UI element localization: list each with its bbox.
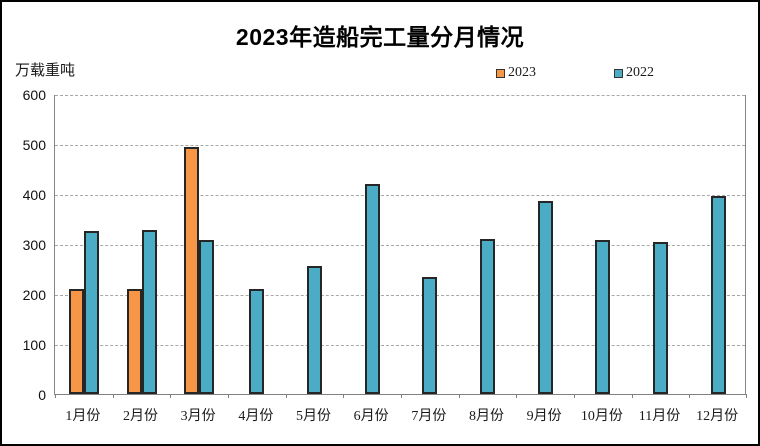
- x-axis-tick: [55, 394, 56, 398]
- x-axis-label-1月份: 1月份: [65, 409, 101, 424]
- gridline-600: [55, 95, 745, 96]
- x-axis-tick: [458, 394, 460, 398]
- x-axis-label-9月份: 9月份: [526, 409, 562, 424]
- legend-label-2022: 2022: [626, 65, 654, 80]
- y-axis-unit-label: 万载重吨: [15, 62, 76, 79]
- x-axis-tick: [574, 394, 575, 398]
- bar-2022-7月份: [422, 276, 438, 394]
- x-axis-label-11月份: 11月份: [638, 409, 681, 424]
- bar-2022-11月份: [653, 242, 668, 394]
- x-axis-label-2月份: 2月份: [122, 409, 158, 424]
- legend-swatch-2022: [614, 68, 623, 78]
- legend-item-2023: 2023: [496, 65, 536, 81]
- plot-area: [54, 95, 747, 398]
- bar-2022-2月份: [141, 230, 157, 394]
- x-axis-tick: [689, 394, 691, 398]
- gridline-300: [55, 245, 745, 246]
- y-axis-label-100: 100: [22, 337, 46, 353]
- legend: 2023 2022: [496, 65, 654, 81]
- bar-2022-6月份: [364, 183, 380, 394]
- x-axis-tick: [401, 394, 402, 398]
- x-axis-label-4月份: 4月份: [238, 409, 274, 424]
- bar-2023-2月份: [126, 288, 142, 394]
- y-axis-label-600: 600: [22, 87, 46, 103]
- x-axis-tick: [343, 394, 345, 398]
- x-axis-tick: [631, 394, 633, 398]
- legend-label-2023: 2023: [508, 65, 536, 80]
- y-axis-label-400: 400: [22, 187, 46, 203]
- bar-2022-5月份: [307, 265, 322, 394]
- gridline-200: [55, 295, 745, 296]
- x-axis-tick: [228, 394, 229, 398]
- bar-2022-4月份: [249, 289, 265, 394]
- x-axis-tick: [170, 394, 172, 398]
- x-axis-label-5月份: 5月份: [295, 409, 331, 424]
- bar-2023-1月份: [68, 288, 84, 394]
- x-axis-label-8月份: 8月份: [468, 409, 504, 424]
- x-axis-label-6月份: 6月份: [353, 409, 389, 424]
- gridline-400: [55, 195, 745, 196]
- y-axis-label-0: 0: [38, 387, 46, 403]
- bar-2023-3月份: [184, 146, 200, 394]
- x-axis-tick: [746, 394, 747, 398]
- bar-2022-1月份: [83, 230, 99, 394]
- x-axis-tick: [285, 394, 287, 398]
- chart-title: 2023年造船完工量分月情况: [235, 24, 525, 50]
- x-axis-tick: [112, 394, 114, 398]
- legend-item-2022: 2022: [614, 65, 654, 81]
- y-axis-label-500: 500: [22, 137, 46, 153]
- gridline-100: [55, 345, 745, 346]
- x-axis-tick: [516, 394, 518, 398]
- bar-2022-3月份: [199, 240, 215, 394]
- y-axis-label-200: 200: [22, 287, 46, 303]
- x-axis-label-10月份: 10月份: [580, 409, 623, 424]
- bar-2022-9月份: [537, 201, 553, 394]
- x-axis-label-7月份: 7月份: [411, 409, 447, 424]
- legend-swatch-2023: [496, 68, 505, 78]
- y-axis-label-300: 300: [22, 237, 46, 253]
- bar-2022-8月份: [480, 239, 495, 394]
- x-axis-label-3月份: 3月份: [180, 409, 216, 424]
- gridline-500: [55, 145, 745, 146]
- bar-2022-10月份: [595, 240, 611, 394]
- x-axis-label-12月份: 12月份: [696, 409, 739, 424]
- bar-2022-12月份: [710, 195, 726, 394]
